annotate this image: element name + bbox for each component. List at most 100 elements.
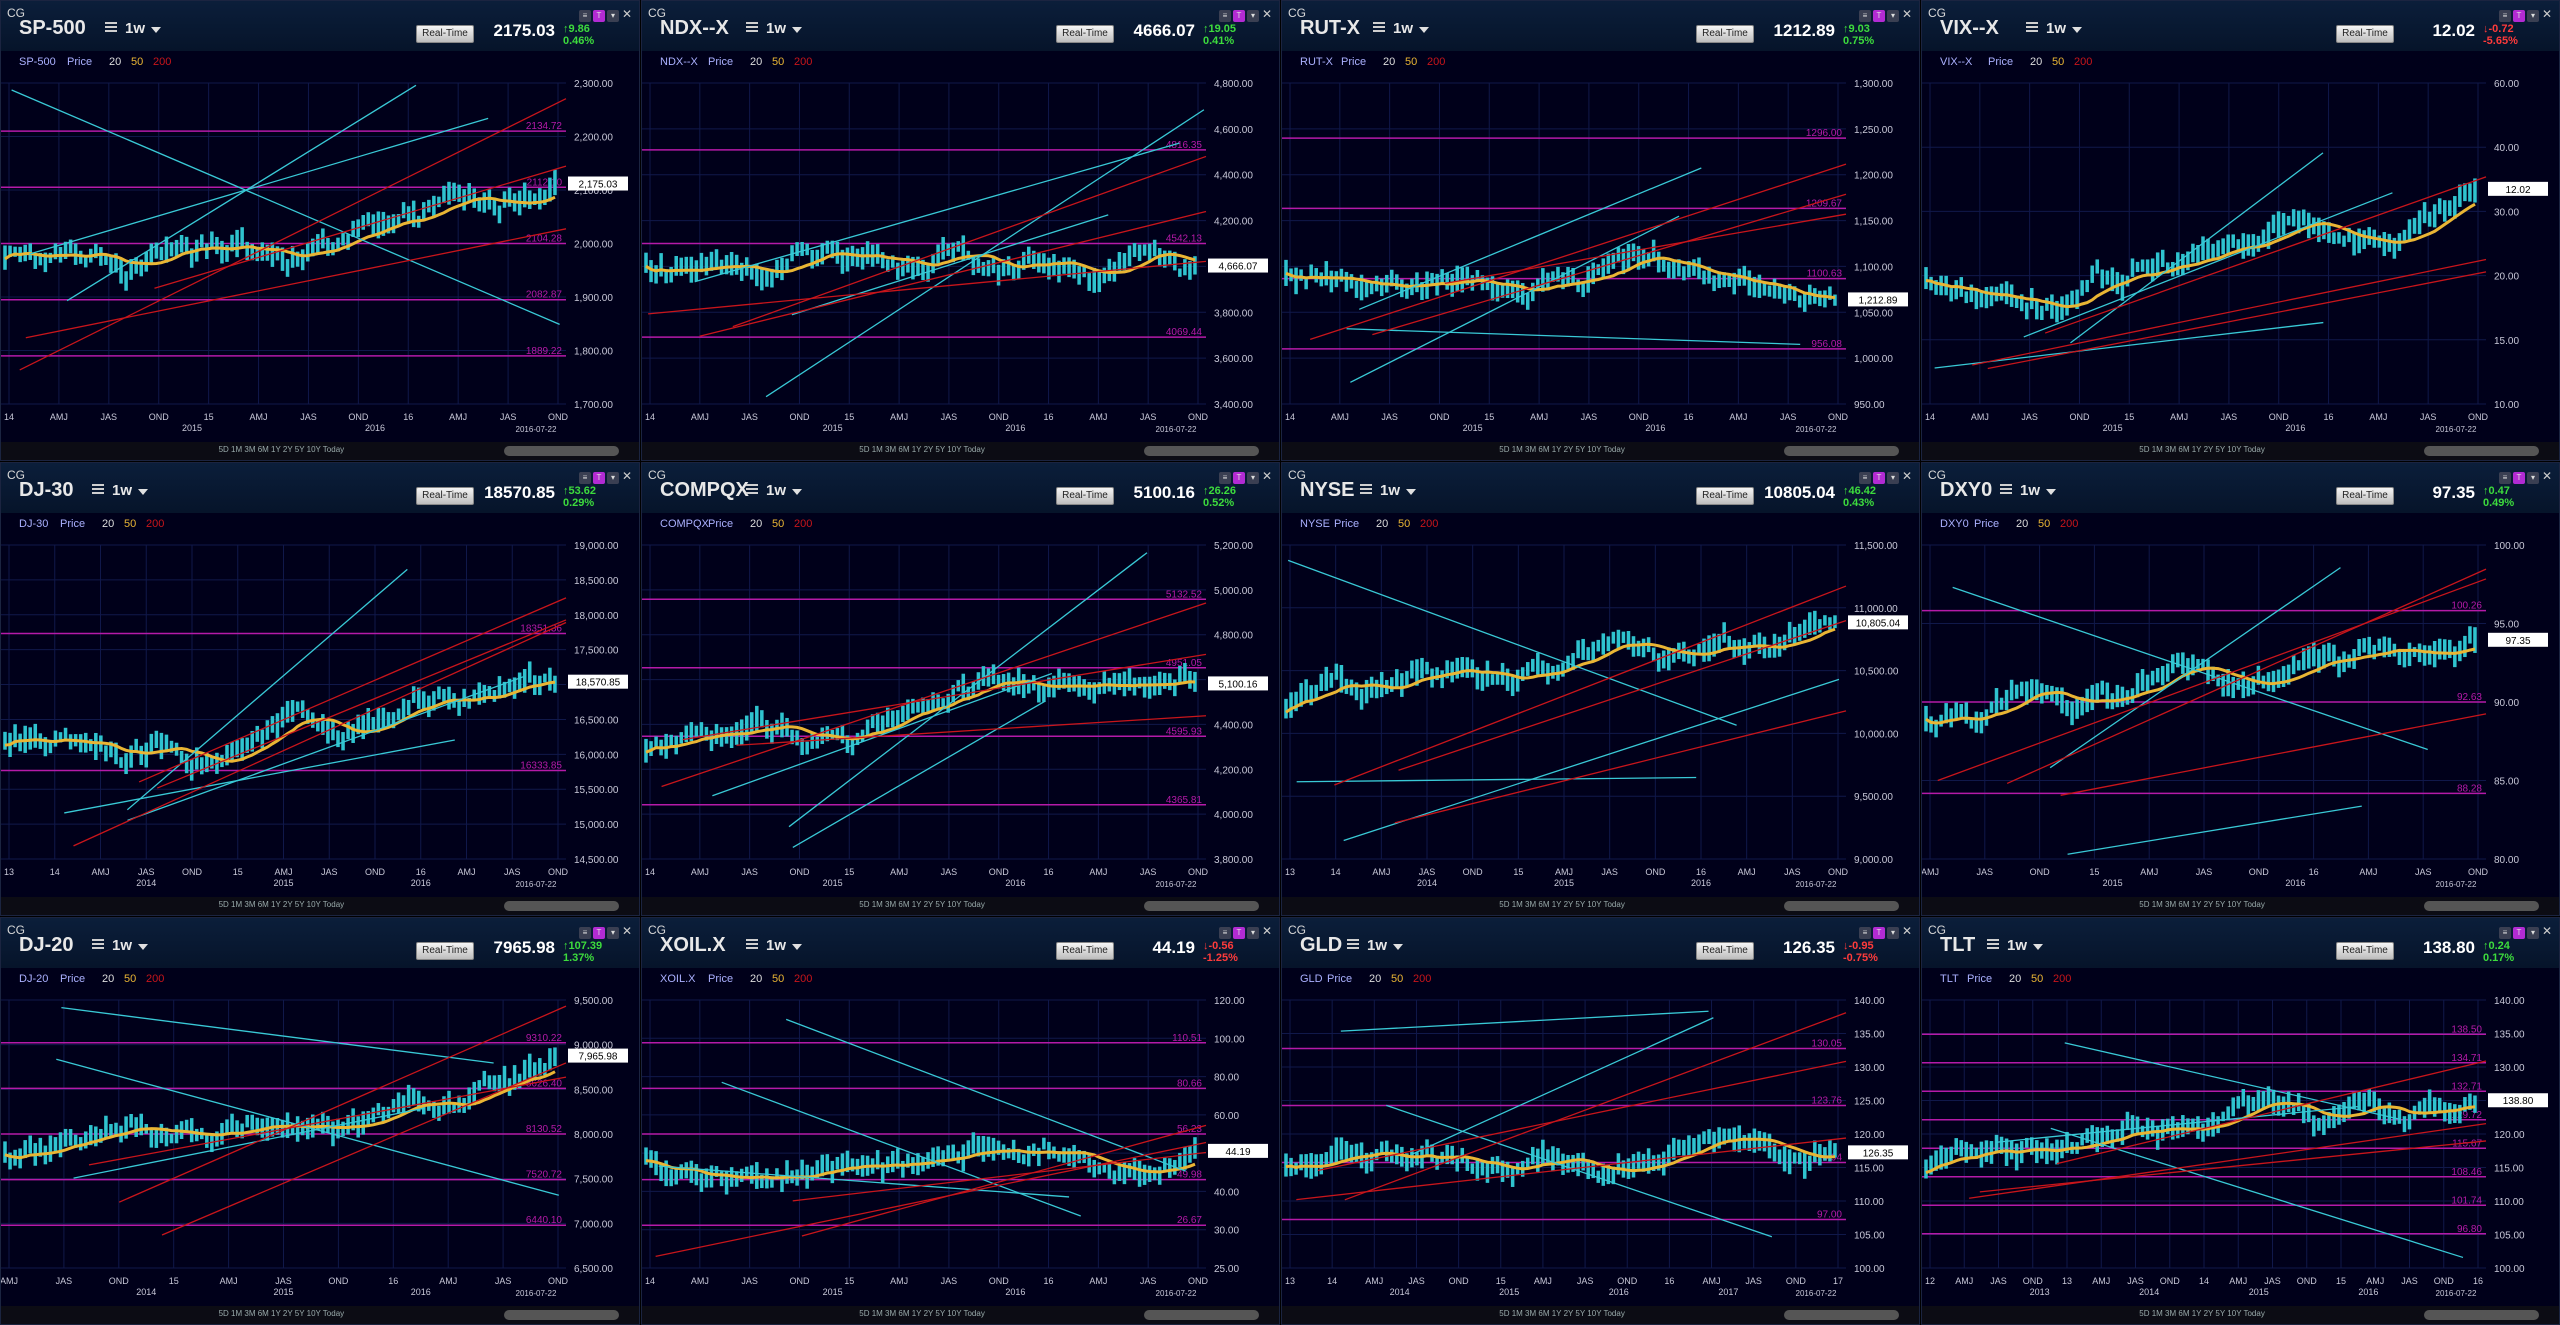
timeline-scrollbar[interactable] [1783,1310,1899,1320]
period-buttons[interactable]: 5D 1M 3M 6M 1Y 2Y 5Y 10Y Today [218,1309,345,1318]
channel-line[interactable] [1344,1012,1847,1201]
trend-line[interactable] [66,84,417,302]
channel-line[interactable] [648,260,1207,315]
channel-line[interactable] [732,155,1207,328]
trend-line[interactable] [1996,1105,2358,1143]
settings-icon[interactable]: ≡ [579,472,591,484]
symbol-title[interactable]: DJ-30 [19,479,74,501]
channel-line[interactable] [1398,620,1847,771]
legend-ma-200[interactable]: 200 [2074,56,2093,68]
timeline-scrollbar[interactable] [503,901,619,911]
trade-icon[interactable]: T [1233,927,1245,939]
menu-icon[interactable]: ▾ [1247,472,1259,484]
realtime-button[interactable]: Real-Time [2336,25,2394,43]
price-legend[interactable]: RUT-X Price 20 50 200 [1282,56,1919,72]
trade-icon[interactable]: T [1873,10,1885,22]
price-legend[interactable]: DJ-20 Price 20 50 200 [1,973,639,989]
trend-line[interactable] [785,1018,1186,1172]
legend-ma-200[interactable]: 200 [794,518,813,530]
legend-ma-50[interactable]: 50 [1391,973,1404,985]
frequency-select[interactable]: 1w [2020,482,2041,499]
close-icon[interactable]: ✕ [621,469,633,483]
chart-panel-compqx[interactable]: CG COMPQX 1w Real-Time 5100.16 ↑26.26 0.52% ≡ T ▾… [641,462,1280,916]
legend-ma-50[interactable]: 50 [124,973,137,985]
timeline-scrollbar[interactable] [2423,901,2539,911]
symbol-title[interactable]: RUT-X [1300,17,1360,39]
period-buttons[interactable]: 5D 1M 3M 6M 1Y 2Y 5Y 10Y Today [1499,1309,1625,1318]
legend-ma-200[interactable]: 200 [2060,518,2079,530]
trend-line[interactable] [2067,805,2362,855]
channel-line[interactable] [138,597,567,783]
symbol-title[interactable]: COMPQX [660,479,749,501]
trade-icon[interactable]: T [1873,472,1885,484]
symbol-title[interactable]: DJ-20 [19,934,74,956]
legend-ma-20[interactable]: 20 [750,518,763,530]
settings-icon[interactable]: ≡ [1219,927,1231,939]
channel-line[interactable] [655,1141,1207,1257]
price-legend[interactable]: SP-500 Price 20 50 200 [1,56,639,72]
menu-icon[interactable]: ▾ [1887,927,1899,939]
realtime-button[interactable]: Real-Time [2336,487,2394,505]
menu-icon[interactable]: ▾ [1247,927,1259,939]
close-icon[interactable]: ✕ [1901,924,1913,938]
trend-line[interactable] [721,1081,1081,1217]
chevron-down-icon[interactable] [792,489,802,495]
legend-ma-20[interactable]: 20 [1383,56,1396,68]
trade-icon[interactable]: T [1873,927,1885,939]
channel-line[interactable] [736,715,1207,746]
chevron-down-icon[interactable] [792,944,802,950]
price-legend[interactable]: TLT Price 20 50 200 [1922,973,2559,989]
timeline-scrollbar[interactable] [503,446,619,456]
channel-line[interactable] [73,621,567,847]
legend-ma-200[interactable]: 200 [2053,973,2072,985]
timeline-scrollbar[interactable] [2423,446,2539,456]
channel-line[interactable] [1987,271,2487,370]
trend-line[interactable] [791,214,1109,316]
channel-line[interactable] [792,1151,1207,1202]
trend-line[interactable] [1934,321,2324,369]
symbol-title[interactable]: VIX--X [1940,17,1999,39]
close-icon[interactable]: ✕ [2541,7,2553,21]
channel-line[interactable] [1444,213,1847,285]
settings-icon[interactable]: ≡ [1219,10,1231,22]
chart-panel-dj-30[interactable]: CG DJ-30 1w Real-Time 18570.85 ↑53.62 0.29% ≡ T ▾… [0,462,640,916]
trade-icon[interactable]: T [2513,927,2525,939]
symbol-title[interactable]: GLD [1300,934,1343,956]
close-icon[interactable]: ✕ [621,924,633,938]
chevron-down-icon[interactable] [138,944,148,950]
trend-line[interactable] [1386,1104,1773,1238]
legend-ma-50[interactable]: 50 [124,518,137,530]
realtime-button[interactable]: Real-Time [2336,942,2394,960]
realtime-button[interactable]: Real-Time [416,487,474,505]
legend-ma-200[interactable]: 200 [794,56,813,68]
period-buttons[interactable]: 5D 1M 3M 6M 1Y 2Y 5Y 10Y Today [2139,900,2265,909]
menu-icon[interactable]: ▾ [2527,472,2539,484]
legend-ma-50[interactable]: 50 [131,56,144,68]
legend-ma-20[interactable]: 20 [750,56,763,68]
legend-ma-20[interactable]: 20 [2009,973,2022,985]
legend-ma-20[interactable]: 20 [1376,518,1389,530]
frequency-select[interactable]: 1w [112,482,133,499]
channel-line[interactable] [1372,193,1847,336]
settings-icon[interactable]: ≡ [2499,927,2511,939]
trend-line[interactable] [2050,1127,2464,1259]
close-icon[interactable]: ✕ [2541,924,2553,938]
price-legend[interactable]: GLD Price 20 50 200 [1282,973,1919,989]
close-icon[interactable]: ✕ [1901,7,1913,21]
chevron-down-icon[interactable] [138,489,148,495]
timeline-scrollbar[interactable] [1783,446,1899,456]
trend-line[interactable] [1343,678,1840,842]
frequency-select[interactable]: 1w [766,482,787,499]
trade-icon[interactable]: T [593,10,605,22]
price-legend[interactable]: VIX--X Price 20 50 200 [1922,56,2559,72]
trend-line[interactable] [11,89,560,325]
chevron-down-icon[interactable] [1393,944,1403,950]
price-chart[interactable]: 2,300.00 2,200.00 2,100.00 2,000.00 1,900.00… [1,71,640,444]
close-icon[interactable]: ✕ [1261,924,1273,938]
timeline-scrollbar[interactable] [1143,901,1259,911]
trend-line[interactable] [712,672,1053,797]
frequency-select[interactable]: 1w [112,937,133,954]
symbol-title[interactable]: TLT [1940,934,1976,956]
legend-ma-200[interactable]: 200 [146,973,165,985]
trade-icon[interactable]: T [2513,472,2525,484]
